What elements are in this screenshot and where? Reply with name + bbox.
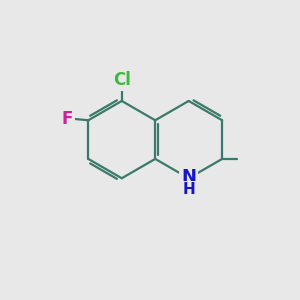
Text: Cl: Cl: [113, 71, 131, 89]
Text: F: F: [61, 110, 73, 128]
Text: H: H: [182, 182, 195, 197]
Text: N: N: [181, 168, 196, 186]
